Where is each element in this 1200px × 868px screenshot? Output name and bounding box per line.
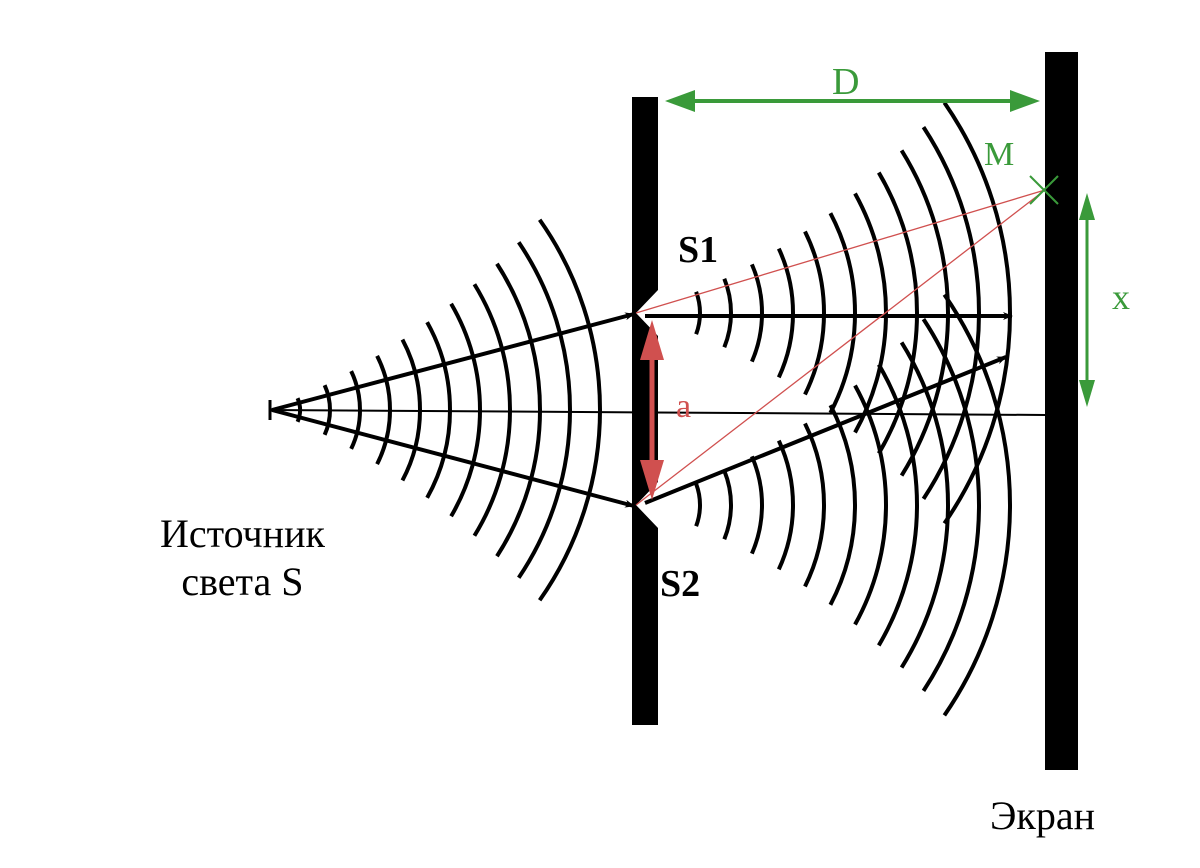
ray-source-s1	[271, 312, 635, 412]
offset-arrow	[1079, 193, 1095, 407]
label-s2: S2	[660, 563, 701, 605]
source-wavefront	[495, 262, 542, 558]
screen	[1045, 52, 1078, 770]
source-wavefront	[538, 218, 602, 602]
s1-wavefront	[899, 149, 950, 477]
s2-wavefront	[694, 483, 702, 527]
source-wavefront	[472, 283, 512, 537]
s1-wavefront	[877, 171, 919, 455]
s1-wavefront	[750, 263, 764, 363]
label-point-m: M	[984, 136, 1015, 173]
s2-wavefront	[722, 470, 733, 540]
slit-gap-arrow	[640, 320, 664, 500]
s2-wavefront	[853, 384, 888, 626]
s2-wavefront	[899, 341, 950, 669]
path-s1-m	[635, 189, 1046, 314]
s2-wavefront	[750, 455, 764, 555]
wavefronts	[295, 101, 1012, 717]
s1-wavefront	[776, 247, 795, 379]
s2-wavefront	[776, 439, 795, 571]
ray-source-s2	[271, 408, 635, 508]
label-source: Источник света S	[160, 510, 325, 606]
path-s2-m	[635, 189, 1046, 506]
label-offset: x	[1112, 277, 1130, 317]
point-m-marker	[1029, 175, 1059, 205]
ray-s2-forward	[644, 355, 1007, 505]
s2-wavefront	[803, 422, 826, 588]
s1-wavefront	[921, 126, 981, 500]
label-source-line2: света S	[181, 559, 304, 604]
label-screen: Экран	[990, 793, 1095, 838]
label-distance: D	[832, 61, 860, 103]
source-wavefront	[449, 302, 482, 518]
s1-wavefront	[803, 230, 826, 396]
s1-wavefront	[694, 291, 702, 335]
label-s1: S1	[678, 229, 719, 271]
s1-wavefront	[722, 278, 733, 348]
s1-wavefront	[828, 212, 857, 414]
s2-wavefront	[942, 293, 1012, 717]
source-wavefront	[517, 241, 572, 579]
rays	[271, 312, 1013, 508]
source-wavefront	[425, 321, 452, 499]
s2-wavefront	[921, 318, 981, 692]
label-source-line1: Источник	[160, 511, 325, 556]
distance-arrow	[665, 90, 1040, 112]
label-slit-gap: a	[676, 388, 692, 425]
s2-wavefront	[828, 404, 857, 606]
